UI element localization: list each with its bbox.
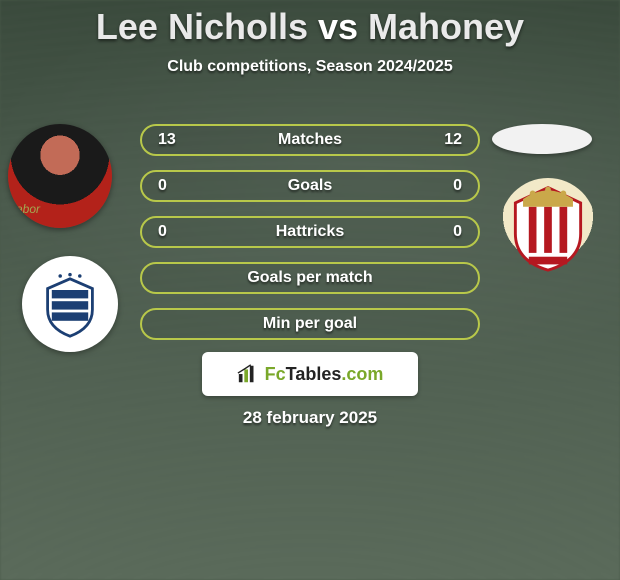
fctables-logo: FcTables.com — [202, 352, 418, 396]
stat-right-value: 12 — [444, 131, 462, 149]
stat-label: Min per goal — [263, 315, 357, 333]
stat-row: Min per goal — [140, 308, 480, 340]
stat-label: Goals — [288, 177, 332, 195]
stat-left-value: 0 — [158, 223, 167, 241]
player1-name: Lee Nicholls — [96, 6, 308, 47]
player1-photo — [8, 124, 112, 228]
stat-left-value: 0 — [158, 177, 167, 195]
stat-right-value: 0 — [453, 223, 462, 241]
stat-label: Hattricks — [276, 223, 344, 241]
logo-dotcom: .com — [341, 364, 383, 384]
stat-row: Goals per match — [140, 262, 480, 294]
infographic-root: Lee Nicholls vs Mahoney Club competition… — [0, 0, 620, 580]
competition-subtitle: Club competitions, Season 2024/2025 — [0, 58, 620, 76]
stat-row: 0 Hattricks 0 — [140, 216, 480, 248]
stevenage-crest-icon — [500, 178, 596, 274]
huddersfield-crest-icon — [35, 269, 105, 339]
logo-fc: Fc — [265, 364, 286, 384]
snapshot-date: 28 february 2025 — [243, 408, 377, 428]
logo-text: FcTables.com — [265, 364, 384, 385]
comparison-title: Lee Nicholls vs Mahoney — [0, 0, 620, 48]
stat-row: 0 Goals 0 — [140, 170, 480, 202]
stat-right-value: 0 — [453, 177, 462, 195]
stat-label: Matches — [278, 131, 342, 149]
player2-club-crest — [500, 178, 596, 274]
player2-photo-placeholder — [492, 124, 592, 154]
player1-club-crest — [22, 256, 118, 352]
vs-text: vs — [318, 6, 358, 47]
logo-tables: Tables — [286, 364, 342, 384]
player2-name: Mahoney — [368, 6, 524, 47]
stats-rows: 13 Matches 12 0 Goals 0 0 Hattricks 0 Goals per m… — [140, 124, 480, 340]
stat-label: Goals per match — [247, 269, 372, 287]
stat-left-value: 13 — [158, 131, 176, 149]
stat-row: 13 Matches 12 — [140, 124, 480, 156]
bar-chart-icon — [237, 363, 259, 385]
